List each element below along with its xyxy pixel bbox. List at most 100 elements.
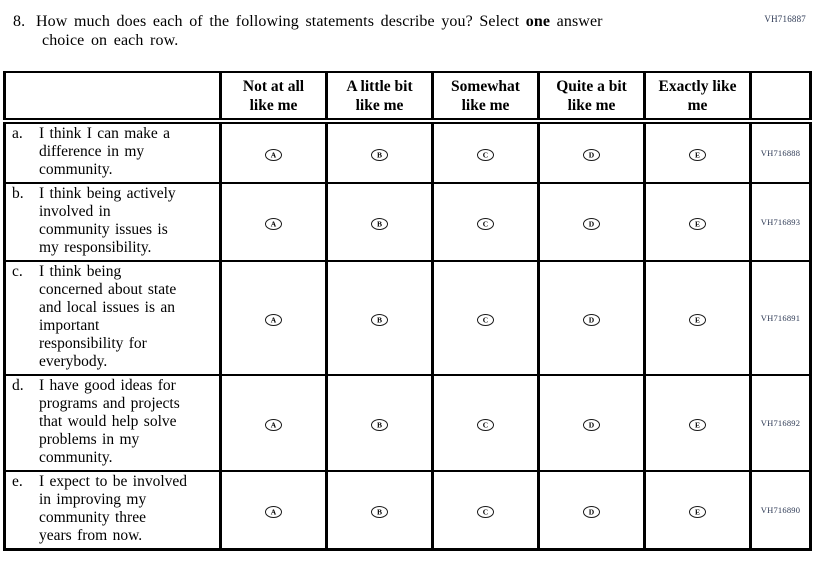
option-bubble-d[interactable]: D — [583, 313, 600, 326]
statement-letter: e. — [12, 473, 23, 490]
option-bubble-a[interactable]: A — [265, 418, 282, 431]
option-bubble-b[interactable]: B — [371, 217, 388, 230]
statement-letter: c. — [12, 263, 23, 280]
survey-matrix-table: Not at all like me A little bit like me … — [3, 71, 812, 551]
statement: b. I think being actively involved in co… — [12, 185, 217, 257]
column-header-somewhat: Somewhat like me — [431, 71, 540, 124]
option-letter: C — [482, 219, 489, 229]
table-header: Not at all like me A little bit like me … — [3, 71, 812, 124]
question-number: 8. — [13, 13, 26, 30]
question-text-after-bold: answer — [556, 13, 603, 30]
option-cell: D — [537, 470, 646, 551]
option-bubble-c[interactable]: C — [477, 505, 494, 518]
option-bubble-d[interactable]: D — [583, 418, 600, 431]
option-letter: C — [482, 315, 489, 325]
option-cell: C — [431, 182, 540, 262]
option-bubble-d[interactable]: D — [583, 505, 600, 518]
option-letter: D — [588, 315, 595, 325]
option-cell: B — [325, 260, 434, 376]
statement: e. I expect to be involved in improving … — [12, 473, 217, 545]
question-text-line2: choice on each row. — [42, 32, 179, 49]
option-letter: B — [376, 150, 382, 160]
option-cell: D — [537, 182, 646, 262]
option-bubble-e[interactable]: E — [689, 418, 706, 431]
statement-cell: a. I think I can make a difference in my… — [3, 120, 222, 184]
column-header-statements — [3, 71, 222, 124]
table-row: c. I think being concerned about state a… — [3, 260, 812, 376]
question-text-bold-word: one — [525, 13, 551, 30]
option-bubble-e[interactable]: E — [689, 148, 706, 161]
question-text-before-bold: How much does each of the following stat… — [36, 13, 520, 30]
question-block: 8. How much does each of the following s… — [13, 12, 813, 50]
option-cell: A — [219, 260, 328, 376]
row-item-code: VH716893 — [749, 182, 812, 262]
question-text: How much does each of the following stat… — [36, 12, 603, 50]
statement-cell: e. I expect to be involved in improving … — [3, 470, 222, 551]
column-header-not-at-all: Not at all like me — [219, 71, 328, 124]
option-bubble-b[interactable]: B — [371, 148, 388, 161]
option-cell: B — [325, 374, 434, 472]
option-bubble-c[interactable]: C — [477, 313, 494, 326]
option-letter: D — [588, 150, 595, 160]
table-body: a. I think I can make a difference in my… — [3, 120, 812, 551]
column-header-code — [749, 71, 812, 124]
option-cell: E — [643, 470, 752, 551]
option-bubble-b[interactable]: B — [371, 418, 388, 431]
option-bubble-d[interactable]: D — [583, 148, 600, 161]
option-letter: D — [588, 507, 595, 517]
option-bubble-a[interactable]: A — [265, 148, 282, 161]
option-bubble-e[interactable]: E — [689, 313, 706, 326]
option-cell: C — [431, 470, 540, 551]
option-bubble-c[interactable]: C — [477, 217, 494, 230]
option-letter: C — [482, 507, 489, 517]
option-cell: B — [325, 120, 434, 184]
option-cell: B — [325, 470, 434, 551]
option-cell: A — [219, 374, 328, 472]
option-bubble-d[interactable]: D — [583, 217, 600, 230]
question-text-line1: How much does each of the following stat… — [36, 12, 603, 31]
statement-text: I have good ideas for programs and proje… — [39, 377, 180, 466]
option-bubble-e[interactable]: E — [689, 217, 706, 230]
option-letter: B — [376, 315, 382, 325]
option-letter: B — [376, 420, 382, 430]
questionnaire-page: VH716887 8. How much does each of the fo… — [0, 12, 813, 561]
option-bubble-c[interactable]: C — [477, 148, 494, 161]
option-letter: A — [270, 507, 277, 517]
option-letter: D — [588, 219, 595, 229]
row-item-code: VH716888 — [749, 120, 812, 184]
option-cell: A — [219, 470, 328, 551]
option-bubble-a[interactable]: A — [265, 313, 282, 326]
option-letter: E — [694, 219, 700, 229]
option-letter: A — [270, 315, 277, 325]
option-cell: C — [431, 120, 540, 184]
table-row: a. I think I can make a difference in my… — [3, 120, 812, 184]
column-header-a-little-bit: A little bit like me — [325, 71, 434, 124]
option-letter: D — [588, 420, 595, 430]
option-letter: E — [694, 420, 700, 430]
header-row: Not at all like me A little bit like me … — [3, 71, 812, 124]
option-cell: B — [325, 182, 434, 262]
option-bubble-e[interactable]: E — [689, 505, 706, 518]
row-item-code: VH716892 — [749, 374, 812, 472]
option-cell: A — [219, 120, 328, 184]
statement-cell: d. I have good ideas for programs and pr… — [3, 374, 222, 472]
option-bubble-a[interactable]: A — [265, 505, 282, 518]
statement-letter: b. — [12, 185, 24, 202]
statement-letter: d. — [12, 377, 24, 394]
statement-cell: c. I think being concerned about state a… — [3, 260, 222, 376]
column-header-quite-a-bit: Quite a bit like me — [537, 71, 646, 124]
statement-cell: b. I think being actively involved in co… — [3, 182, 222, 262]
option-letter: A — [270, 420, 277, 430]
option-bubble-b[interactable]: B — [371, 505, 388, 518]
option-cell: D — [537, 374, 646, 472]
option-bubble-c[interactable]: C — [477, 418, 494, 431]
statement-text: I think being concerned about state and … — [39, 263, 177, 370]
option-cell: E — [643, 182, 752, 262]
option-letter: E — [694, 507, 700, 517]
option-bubble-a[interactable]: A — [265, 217, 282, 230]
option-bubble-b[interactable]: B — [371, 313, 388, 326]
row-item-code: VH716891 — [749, 260, 812, 376]
statement: c. I think being concerned about state a… — [12, 263, 217, 371]
statement-text: I expect to be involved in improving my … — [39, 473, 188, 544]
statement-letter: a. — [12, 125, 23, 142]
